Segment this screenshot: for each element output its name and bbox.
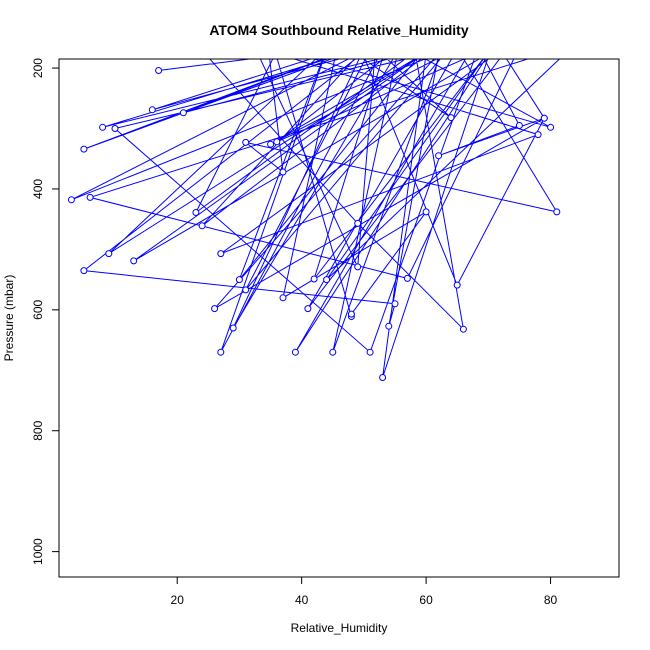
data-point [324, 46, 330, 52]
data-point [535, 17, 541, 23]
data-point [418, 59, 422, 60]
data-point [404, 5, 410, 11]
data-point [547, 123, 555, 131]
data-point [86, 193, 94, 201]
data-point [80, 145, 88, 153]
data-point [229, 324, 237, 332]
data-point [261, 11, 267, 17]
data-point [398, 42, 404, 48]
data-point [217, 250, 225, 258]
plot-area [67, 5, 578, 381]
data-point [342, 44, 348, 50]
data-point [435, 152, 443, 160]
data-point [179, 109, 187, 117]
data-point [192, 209, 200, 216]
y-tick-label: 800 [31, 420, 45, 440]
x-tick-label: 60 [419, 593, 433, 607]
x-tick-label: 40 [295, 593, 309, 607]
x-tick-label: 80 [544, 593, 558, 607]
data-point [348, 49, 354, 55]
data-point [485, 17, 491, 23]
data-point [249, 38, 255, 44]
data-point [347, 310, 355, 318]
data-point [279, 294, 287, 302]
data-point [442, 38, 448, 44]
data-point [436, 51, 442, 57]
data-point [67, 196, 75, 204]
data-point [454, 5, 460, 11]
data-point [267, 140, 275, 148]
data-point [492, 35, 498, 41]
data-point [572, 41, 578, 47]
data-point [510, 17, 516, 23]
data-point [217, 348, 225, 356]
y-tick-label: 200 [31, 58, 45, 78]
y-tick-label: 400 [31, 179, 45, 199]
data-point [336, 12, 342, 18]
data-point [498, 26, 504, 32]
data-point [323, 276, 331, 284]
data-point [540, 114, 548, 122]
x-axis-label: Relative_Humidity [291, 621, 388, 635]
data-point [354, 219, 362, 227]
data-point [105, 250, 113, 258]
data-point [198, 222, 206, 230]
data-point [473, 14, 479, 20]
data-point [111, 125, 119, 132]
data-point [304, 305, 312, 313]
data-point [130, 257, 138, 265]
data-point [211, 305, 219, 313]
data-point [292, 11, 298, 17]
data-point [342, 8, 348, 14]
data-point [279, 168, 287, 176]
data-point [329, 348, 337, 356]
data-point [534, 131, 542, 139]
data-point [553, 208, 561, 216]
data-point [80, 267, 88, 275]
data-point [504, 23, 510, 29]
data-point [354, 263, 362, 271]
data-point [361, 46, 367, 52]
data-point [459, 325, 467, 333]
chart-title: ATOM4 Southbound Relative_Humidity [209, 22, 468, 38]
data-point [447, 114, 455, 122]
y-axis-label: Pressure (mbar) [2, 275, 16, 362]
data-point [242, 286, 250, 294]
data-point [523, 29, 529, 35]
y-tick-label: 1000 [31, 538, 45, 565]
data-point [273, 138, 281, 146]
x-axis: 20 40 60 80 [171, 576, 558, 607]
data-point [99, 123, 107, 131]
data-point [379, 374, 387, 381]
data-point [242, 138, 250, 146]
data-point [422, 208, 430, 216]
data-point [403, 274, 411, 282]
y-tick-label: 600 [31, 300, 45, 320]
data-point [535, 6, 541, 12]
data-point [235, 276, 243, 284]
data-point [453, 281, 461, 289]
data-point [385, 322, 393, 330]
series-line [71, 59, 561, 378]
data-point [391, 300, 399, 308]
data-point [174, 20, 180, 26]
data-point [366, 348, 374, 356]
data-point [515, 122, 523, 129]
x-tick-label: 20 [171, 593, 185, 607]
data-point [310, 275, 318, 283]
y-axis: 200 400 600 800 1000 [31, 58, 60, 565]
data-point [291, 348, 299, 356]
data-point [155, 67, 163, 74]
data-point [498, 47, 504, 53]
data-point [429, 5, 435, 11]
data-point [148, 106, 156, 114]
